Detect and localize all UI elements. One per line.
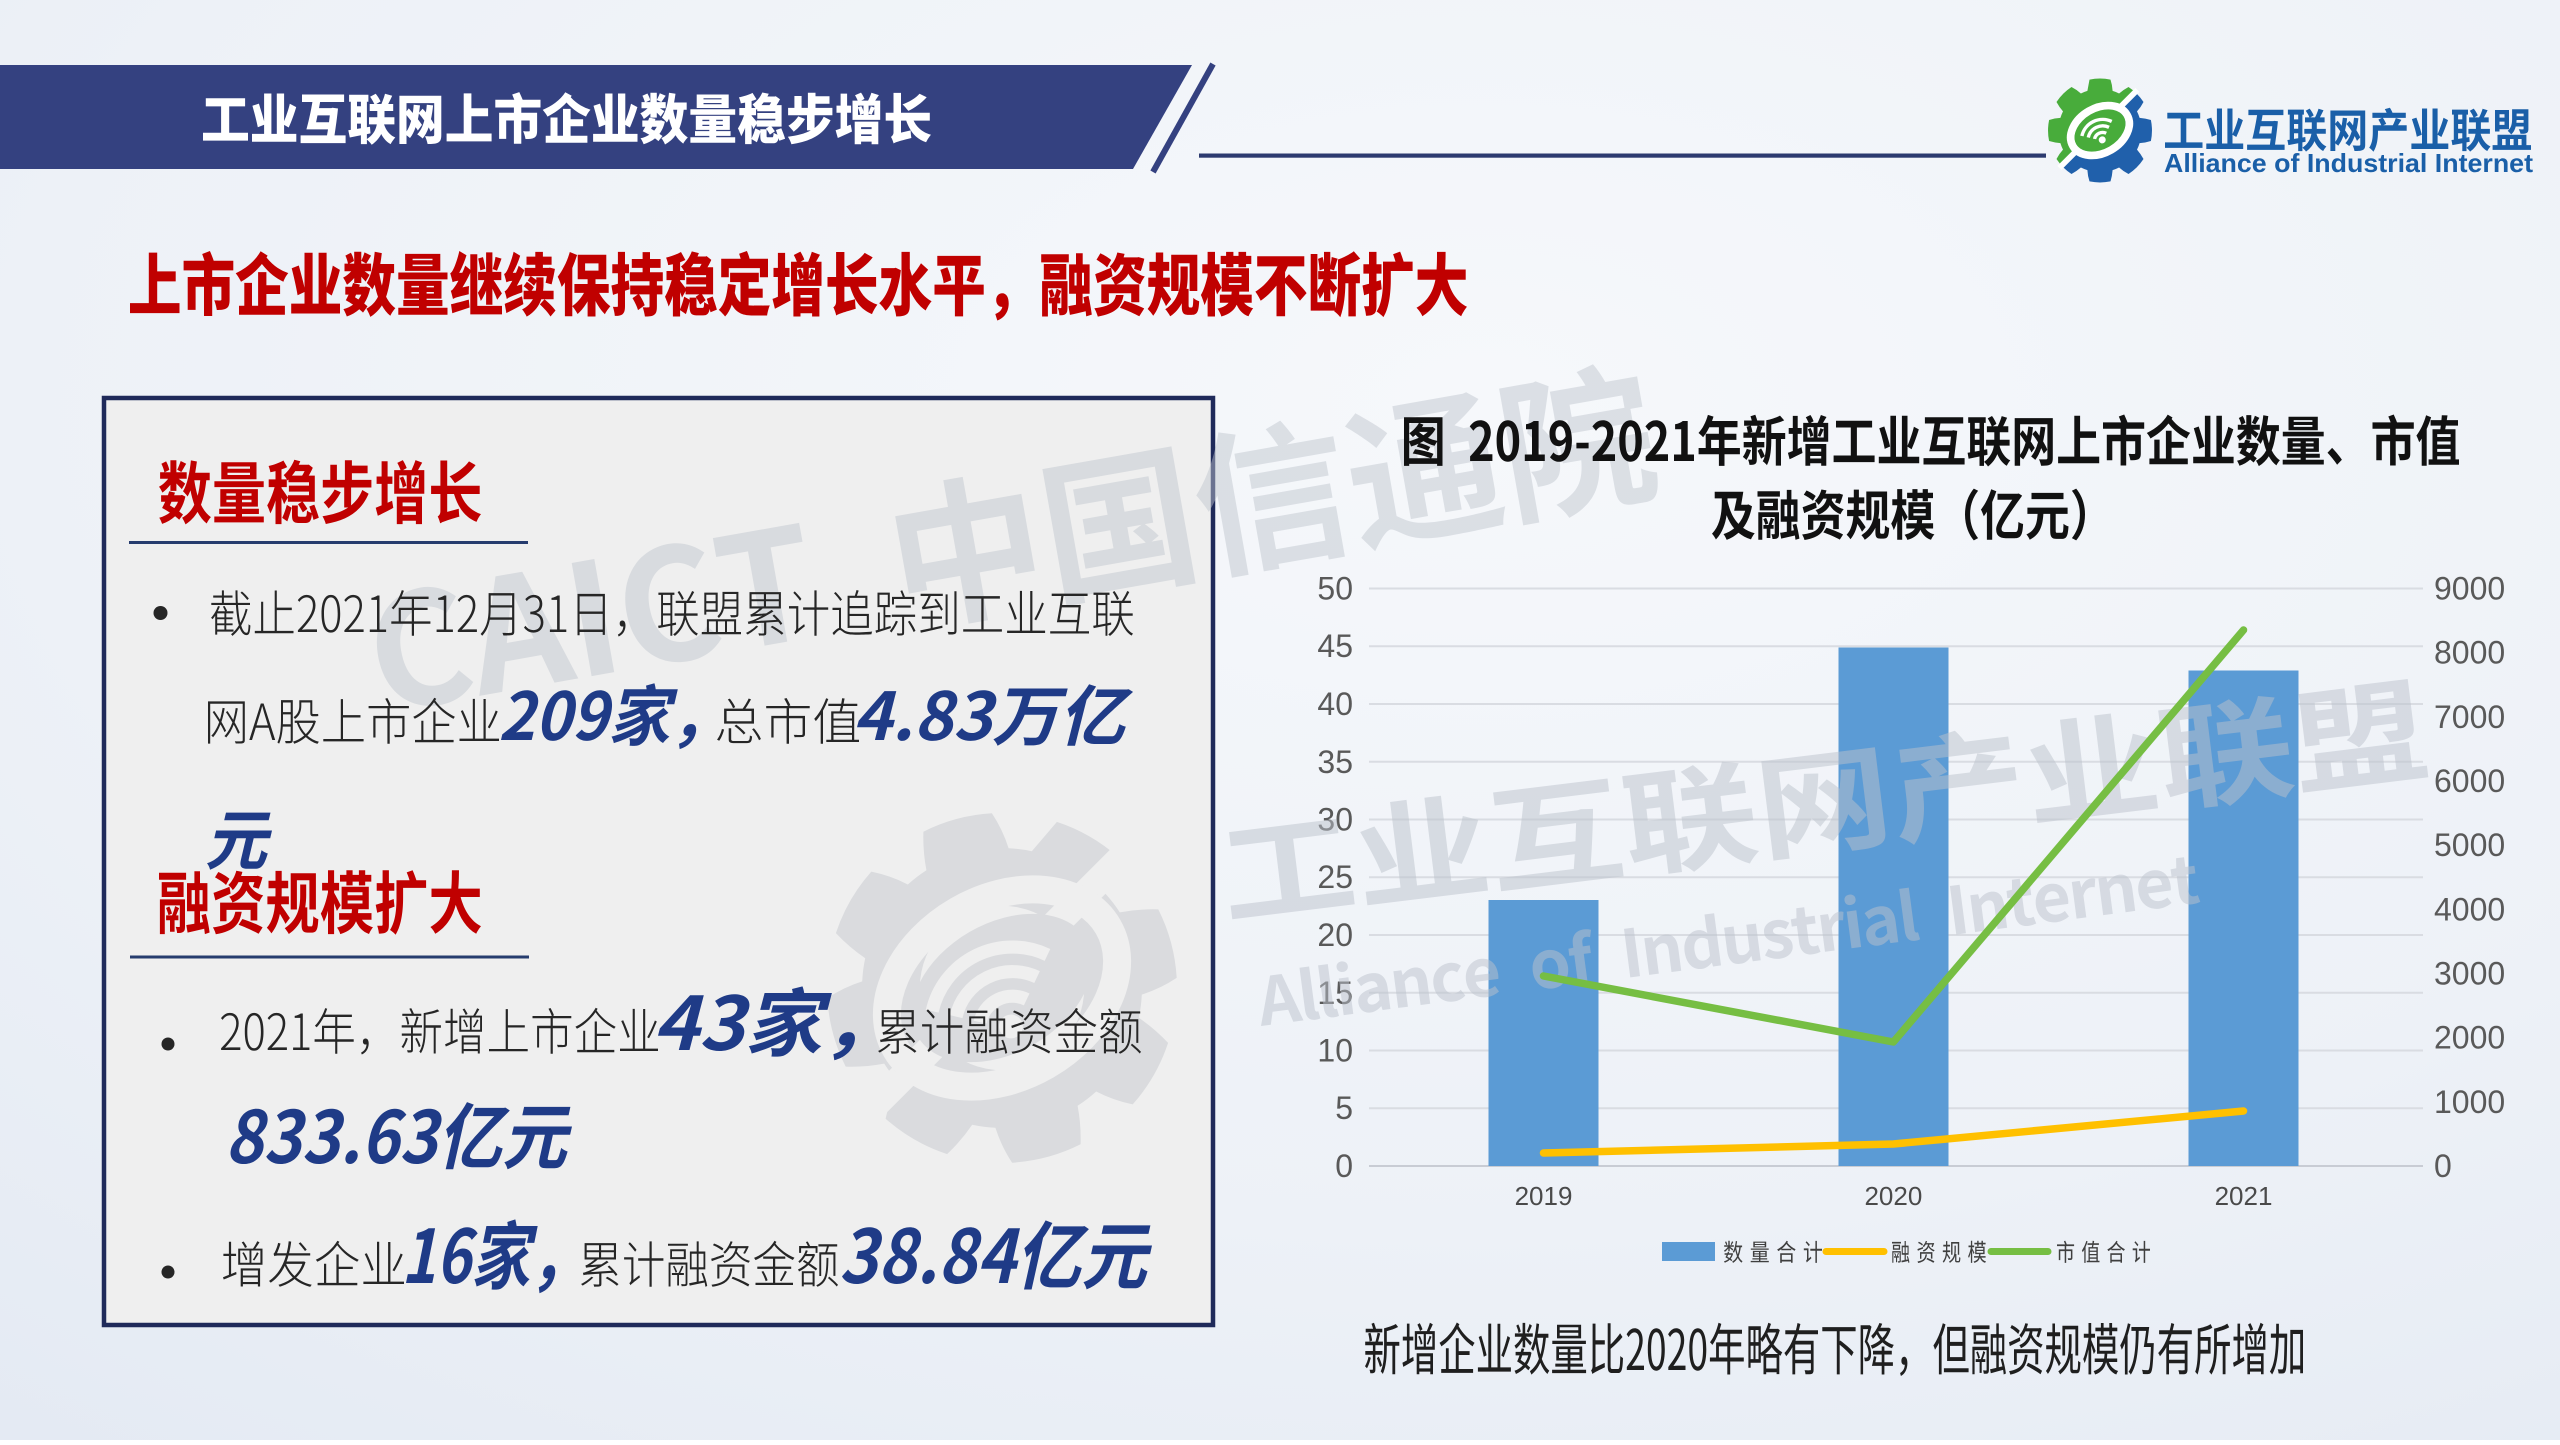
svg-text:0: 0: [2434, 1148, 2452, 1184]
svg-text:10: 10: [1317, 1033, 1353, 1069]
svg-text:2021: 2021: [2215, 1181, 2273, 1211]
svg-text:1000: 1000: [2434, 1084, 2505, 1120]
svg-text:4000: 4000: [2434, 891, 2505, 927]
svg-text:0: 0: [1335, 1148, 1353, 1184]
svg-text:2000: 2000: [2434, 1020, 2505, 1056]
svg-text:3000: 3000: [2434, 956, 2505, 992]
svg-text:35: 35: [1317, 744, 1353, 780]
svg-text:8000: 8000: [2434, 635, 2505, 671]
svg-text:50: 50: [1317, 571, 1353, 607]
svg-text:45: 45: [1317, 628, 1353, 664]
svg-text:2019: 2019: [1515, 1181, 1573, 1211]
svg-text:5000: 5000: [2434, 827, 2505, 863]
svg-text:40: 40: [1317, 686, 1353, 722]
svg-text:25: 25: [1317, 859, 1353, 895]
svg-text:Alliance of Industrial Interne: Alliance of Industrial Internet: [2164, 148, 2533, 178]
svg-text:9000: 9000: [2434, 571, 2505, 607]
svg-text:20: 20: [1317, 917, 1353, 953]
svg-text:7000: 7000: [2434, 699, 2505, 735]
svg-text:2020: 2020: [1864, 1181, 1922, 1211]
svg-text:5: 5: [1335, 1090, 1353, 1126]
svg-text:6000: 6000: [2434, 763, 2505, 799]
